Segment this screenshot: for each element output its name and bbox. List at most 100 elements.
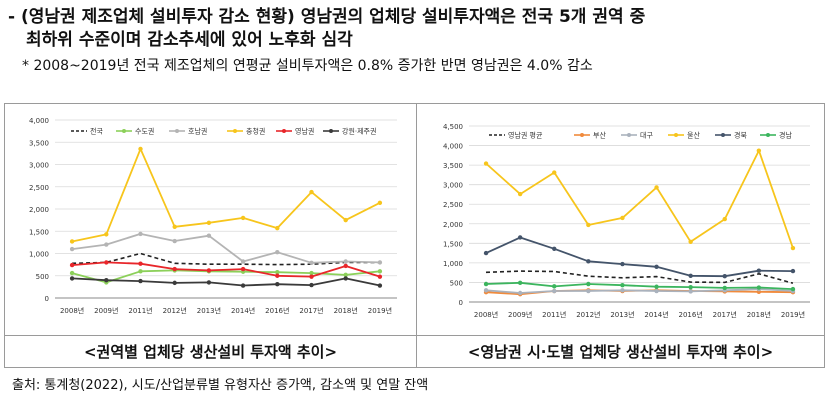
- data-point: [377, 274, 383, 279]
- legend-label: 수도권: [135, 128, 154, 136]
- x-tick-label: 2014년: [231, 306, 255, 315]
- data-point: [688, 284, 693, 290]
- y-tick-label: 1,000: [29, 251, 49, 259]
- data-point: [240, 259, 246, 264]
- data-point: [275, 273, 280, 278]
- y-tick-label: 500: [36, 273, 49, 281]
- yeongnam-chart-panel: 0 500 1,000 1,500 2,000 2,500 3,000 3,500 4,000 4…: [417, 104, 824, 335]
- data-point: [104, 278, 109, 283]
- x-tick-label: 2016년: [265, 306, 289, 315]
- legend-marker: [766, 133, 770, 137]
- data-point: [552, 284, 557, 289]
- data-point: [275, 282, 280, 287]
- y-tick-label: 2,000: [443, 221, 463, 229]
- yeongnam-chart-caption: <영남권 시·도별 업체당 생산설비 투자액 추이>: [467, 343, 774, 361]
- data-point: [517, 290, 523, 296]
- data-point: [172, 224, 177, 229]
- data-point: [309, 274, 314, 279]
- data-point: [172, 238, 177, 244]
- y-tick-label: 1,500: [443, 240, 463, 248]
- series-line: [71, 269, 380, 284]
- x-tick-label: 2013년: [197, 306, 221, 315]
- data-point: [206, 220, 212, 225]
- data-point: [517, 280, 523, 286]
- legend-marker: [282, 129, 286, 133]
- data-point: [309, 270, 314, 276]
- y-tick-label: 4,000: [443, 143, 463, 151]
- data-point: [790, 268, 796, 274]
- legend-marker: [627, 133, 631, 137]
- x-tick-label: 2019년: [368, 306, 392, 315]
- data-point: [688, 239, 693, 244]
- data-point: [586, 281, 591, 287]
- regional-chart-panel: 0 500 1,000 1,500 2,000 2,500 3,000 3,500 4,000 2…: [5, 104, 416, 335]
- data-point: [69, 262, 75, 268]
- data-point: [756, 285, 762, 290]
- data-point: [309, 189, 314, 195]
- legend-label: 충청권: [246, 127, 265, 136]
- data-point: [377, 200, 383, 205]
- data-point: [240, 266, 246, 272]
- data-point: [240, 283, 246, 288]
- y-tick-label: 500: [450, 279, 463, 287]
- data-point: [138, 231, 143, 237]
- regional-line-chart: 0 500 1,000 1,500 2,000 2,500 3,000 3,500 4,000 2…: [29, 117, 397, 315]
- data-point: [586, 222, 591, 228]
- data-point: [104, 260, 109, 265]
- data-point: [790, 245, 796, 251]
- headline-note: * 2008~2019년 전국 제조업체의 연평균 설비투자액은 0.8% 증가…: [22, 58, 593, 74]
- legend-label: 부산: [593, 131, 606, 140]
- x-tick-label: 2013년: [610, 310, 634, 319]
- charts-box: 0 500 1,000 1,500 2,000 2,500 3,000 3,500 4,000 2…: [4, 103, 825, 368]
- data-point: [104, 232, 109, 237]
- data-point: [722, 285, 727, 291]
- data-point: [620, 261, 625, 267]
- data-point: [654, 264, 659, 269]
- legend-label: 경남: [779, 131, 792, 140]
- data-point: [275, 249, 280, 255]
- data-point: [483, 161, 489, 166]
- legend-label: 영남권: [295, 127, 314, 136]
- data-point: [654, 288, 659, 294]
- data-point: [69, 276, 75, 281]
- data-point: [552, 170, 557, 175]
- data-point: [654, 284, 659, 289]
- data-point: [722, 273, 727, 279]
- legend-label: 경북: [734, 131, 747, 140]
- data-point: [483, 288, 489, 293]
- series-line: [485, 149, 794, 249]
- data-point: [688, 273, 693, 278]
- data-point: [343, 217, 348, 223]
- data-point: [790, 286, 796, 292]
- data-point: [517, 191, 523, 197]
- source-note: 출처: 통계청(2022), 시도/산업분류별 유형자산 증가액, 감소액 및 …: [12, 378, 429, 393]
- y-tick-label: 3,000: [443, 182, 463, 190]
- headline-line-1: - (영남권 제조업체 설비투자 감소 현황) 영남권의 업체당 설비투자액은 …: [8, 7, 646, 27]
- legend-label: 강원·제주권: [342, 127, 376, 136]
- regional-chart-caption: <권역별 업체당 생산설비 투자액 추이>: [83, 343, 338, 361]
- x-tick-label: 2017년: [299, 306, 323, 315]
- x-tick-label: 2009년: [508, 310, 532, 319]
- legend-marker: [175, 129, 179, 133]
- data-point: [586, 259, 591, 264]
- legend-marker: [580, 133, 584, 137]
- data-point: [172, 280, 177, 286]
- y-tick-label: 4,000: [29, 117, 49, 125]
- data-point: [206, 280, 212, 285]
- data-point: [722, 216, 727, 222]
- series-line: [485, 288, 793, 294]
- data-point: [69, 246, 75, 252]
- legend-label: 대구: [640, 132, 653, 140]
- data-point: [517, 235, 523, 240]
- y-tick-label: 1,000: [443, 260, 463, 268]
- data-point: [688, 289, 693, 294]
- data-point: [275, 269, 280, 275]
- vertical-divider: [416, 104, 417, 367]
- y-tick-label: 3,500: [443, 162, 463, 170]
- data-point: [756, 268, 762, 273]
- data-point: [756, 148, 762, 153]
- x-tick-label: 2009년: [94, 306, 118, 315]
- x-tick-label: 2018년: [334, 306, 358, 315]
- data-point: [654, 185, 659, 190]
- y-tick-label: 4,500: [443, 123, 463, 131]
